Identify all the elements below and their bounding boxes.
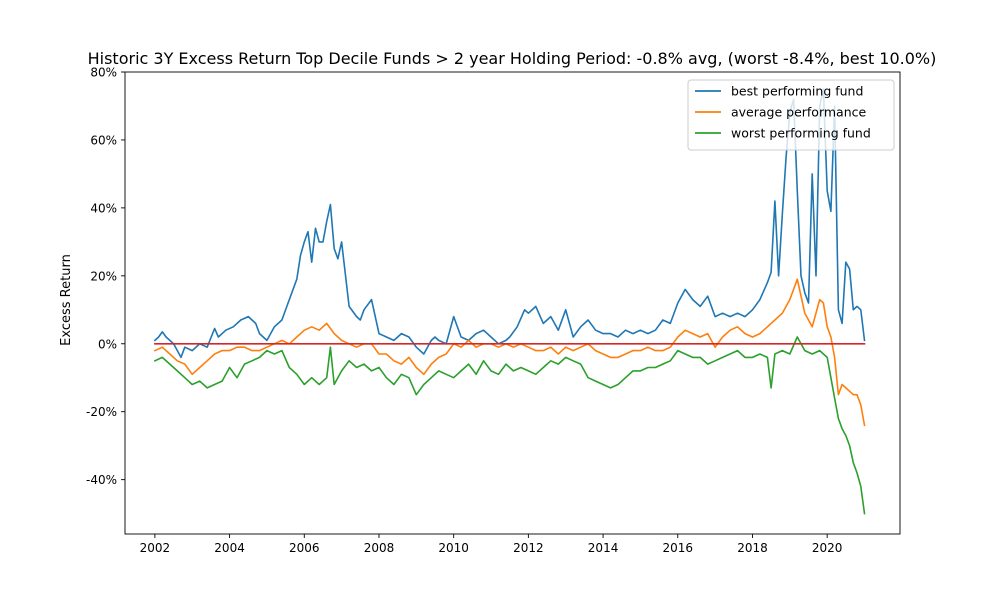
x-tick-label: 2006 [289,541,320,555]
axes-layer: 2002 2004 2006 2008 2010 2012 2014 2016 2018 2020… [86,66,901,555]
chart-title: Historic 3Y Excess Return Top Decile Fun… [88,49,937,68]
y-tick-label: 60% [90,133,117,147]
y-tick-label: 40% [90,201,117,215]
plot-frame [124,71,901,535]
y-tick-label: 0% [98,337,117,351]
series-line-average-performance [153,278,866,427]
x-tick-label: 2002 [140,541,171,555]
y-tick-label: -40% [86,473,117,487]
x-tick-label: 2012 [513,541,544,555]
legend-label-best-performing-fund: best performing fund [731,84,863,99]
y-tick-label: 80% [90,66,117,80]
x-tick-label: 2010 [438,541,469,555]
x-tick-label: 2016 [662,541,693,555]
x-tick-label: 2020 [812,541,843,555]
x-tick-label: 2008 [364,541,395,555]
legend-label-average-performance: average performance [731,105,867,120]
x-tick-label: 2004 [214,541,245,555]
x-tick-label: 2014 [588,541,619,555]
series-layer [153,88,866,515]
legend: best performing fund average performance w… [687,79,895,151]
x-tick-label: 2018 [737,541,768,555]
legend-box [687,79,895,151]
y-tick-label: 20% [90,269,117,283]
y-axis-label: Excess Return [59,254,74,346]
y-tick-label: -20% [86,405,117,419]
series-line-worst-performing-fund [153,336,866,515]
legend-label-worst-performing-fund: worst performing fund [731,126,871,141]
